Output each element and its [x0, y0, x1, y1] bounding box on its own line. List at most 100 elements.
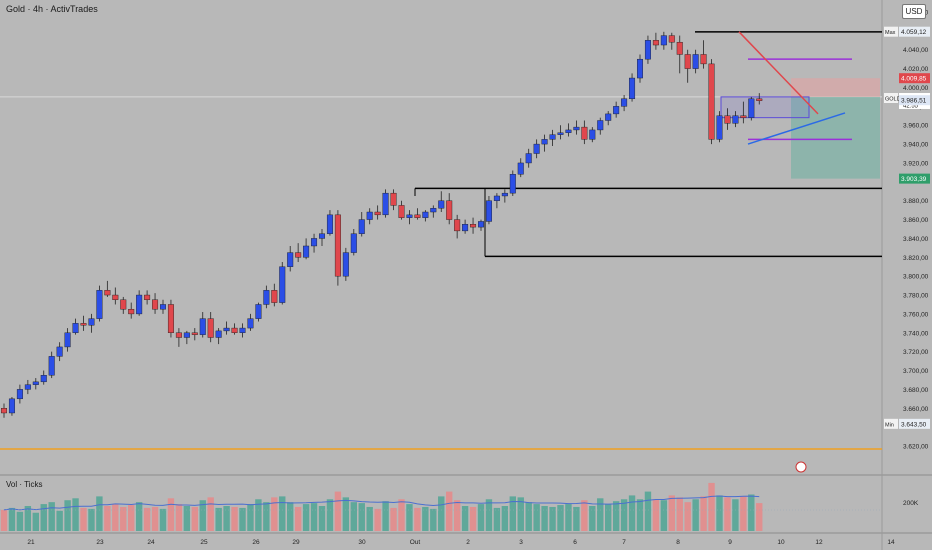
volume-bar	[223, 506, 230, 531]
candle-body	[136, 294, 143, 315]
price-axis-label: 3.700,00	[903, 368, 929, 375]
price-axis-label: 3.880,00	[903, 198, 929, 205]
candle-body	[295, 252, 302, 258]
candle-body	[629, 77, 636, 100]
candle-body	[319, 233, 326, 239]
candle-body	[533, 143, 540, 154]
candle-body	[366, 211, 373, 220]
candle-body	[207, 318, 214, 338]
candle-body	[708, 63, 715, 140]
price-tag-bg	[899, 95, 930, 106]
candle-body	[88, 318, 95, 326]
price-axis-label: 3.860,00	[903, 217, 929, 224]
volume-bar	[414, 507, 421, 531]
candle-body	[430, 208, 437, 213]
candle-body	[8, 398, 15, 414]
volume-bar	[271, 497, 278, 531]
volume-bar	[700, 496, 707, 531]
candle-body	[72, 323, 79, 333]
time-axis-label: 26	[252, 539, 260, 546]
candle-body	[485, 200, 492, 222]
volume-bar	[80, 507, 87, 531]
volume-bar	[326, 499, 334, 531]
currency-button[interactable]: USD	[902, 4, 926, 19]
candle-body	[517, 162, 524, 175]
candle-body	[716, 115, 723, 140]
stop-zone	[791, 78, 880, 97]
volume-bar	[398, 499, 405, 531]
volume-bar	[255, 499, 262, 531]
price-tag-name-bg	[884, 26, 898, 37]
candle-body	[581, 126, 588, 140]
candle-body	[303, 245, 310, 258]
candle-body	[454, 219, 461, 232]
volume-bar	[469, 506, 477, 531]
time-axis-label: 7	[622, 539, 626, 546]
price-tag-bg	[899, 418, 930, 429]
price-tag-bg	[899, 173, 930, 184]
volume-bar	[461, 506, 469, 531]
volume-bar	[128, 505, 135, 531]
volume-bar	[636, 499, 644, 531]
volume-bar	[533, 504, 540, 531]
volume-bar	[485, 499, 493, 531]
price-tag-value: 4.009,85	[901, 76, 927, 83]
price-axis-label: 3.840,00	[903, 236, 929, 243]
volume-bar	[0, 509, 8, 531]
candle-body	[263, 290, 270, 305]
volume-bar	[573, 506, 580, 531]
price-tag-name: GOLD	[885, 96, 901, 102]
price-tag-countdown: 42:55	[903, 103, 919, 109]
volume-bar	[740, 496, 747, 531]
volume-bar	[8, 507, 16, 531]
volume-axis-label: 200K	[903, 500, 919, 507]
candle-body	[700, 54, 707, 65]
time-axis-label: Out	[410, 539, 421, 546]
volume-bar	[175, 504, 183, 531]
candle-body	[175, 332, 182, 338]
candle-body	[740, 115, 747, 118]
volume-bar	[605, 504, 612, 531]
volume-bar	[342, 497, 350, 531]
volume-bar	[334, 491, 342, 531]
time-axis-label: 12	[815, 539, 823, 546]
price-tag-bg	[899, 73, 930, 84]
candle-body	[112, 294, 119, 300]
candle-body	[541, 139, 548, 145]
volume-bar	[509, 496, 516, 531]
volume-bar	[652, 499, 660, 531]
time-axis-label: 24	[147, 539, 155, 546]
volume-bar	[96, 496, 103, 531]
volume-bar	[493, 507, 501, 531]
candle-body	[80, 323, 87, 326]
volume-bar	[557, 505, 564, 531]
volume-bar	[549, 506, 556, 531]
candle-body	[724, 115, 731, 124]
price-axis-label: 3.620,00	[903, 444, 929, 451]
candle-body	[128, 308, 135, 315]
candle-body	[621, 98, 628, 107]
candle-body	[40, 375, 47, 383]
candle-body	[589, 129, 596, 140]
candle-body	[271, 290, 278, 303]
candle-body	[199, 318, 206, 335]
volume-bar	[151, 506, 159, 531]
time-axis-label: 25	[200, 539, 208, 546]
volume-bar	[390, 507, 397, 531]
candle-body	[104, 290, 111, 296]
candle-body	[326, 214, 333, 234]
volume-bar	[302, 504, 310, 531]
volume-bar	[422, 506, 429, 531]
time-axis-label: 6	[573, 539, 577, 546]
price-axis-label: 4.000,00	[903, 85, 929, 92]
price-axis-label: 3.780,00	[903, 293, 929, 300]
volume-bar	[64, 500, 71, 531]
price-axis-label: 3.720,00	[903, 349, 929, 356]
volume-bar	[430, 508, 437, 531]
candle-body	[358, 219, 365, 234]
volume-bar	[24, 506, 32, 531]
candle-body	[406, 214, 413, 218]
time-axis-label: 23	[96, 539, 104, 546]
